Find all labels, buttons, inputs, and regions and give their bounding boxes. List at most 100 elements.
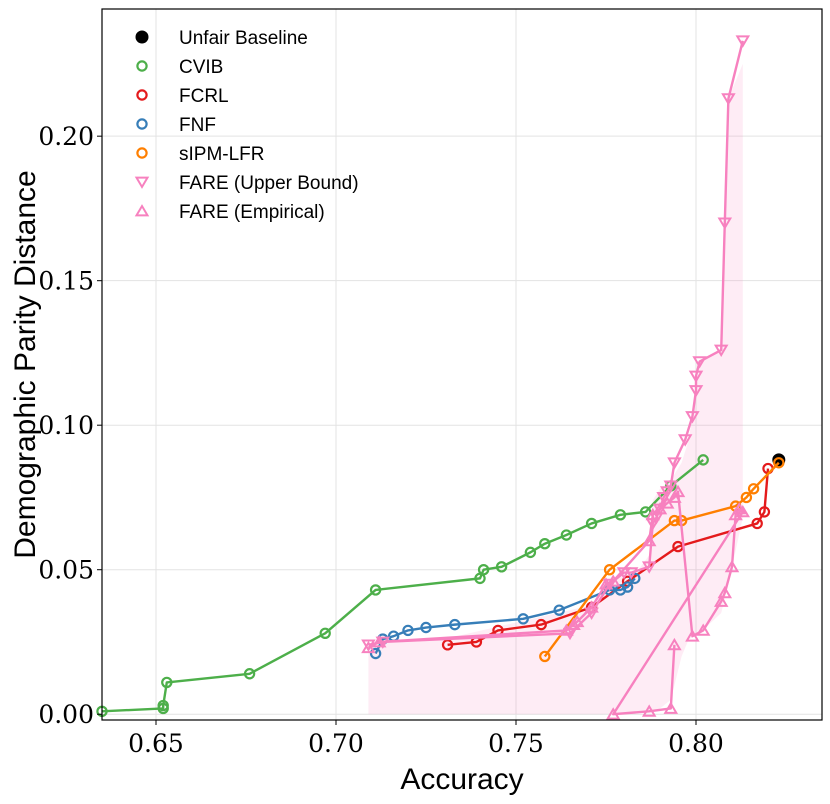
series-fare-empirical (361, 484, 751, 720)
x-tick-label: 0.75 (488, 729, 544, 758)
data-point-cvib (477, 564, 490, 576)
ticks: 0.65 0.70 0.75 0.80 0.00 0.05 0.10 0.15 0.20 (38, 122, 724, 758)
legend-item-unfair-baseline: Unfair Baseline (135, 28, 308, 49)
data-point-cvib (585, 517, 598, 530)
data-point-fare-empirical (667, 490, 682, 503)
data-point-fare-upper-bound (641, 561, 657, 574)
data-point-fare-empirical (685, 629, 700, 642)
data-point-cvib (243, 668, 256, 680)
data-point-fare-empirical (584, 600, 599, 613)
data-point-fcrl (758, 506, 771, 518)
data-point-fare-upper-bound (692, 356, 707, 369)
data-point-cvib (639, 506, 652, 518)
x-axis-label: Accuracy (400, 763, 523, 796)
data-point-fare-empirical (371, 635, 387, 648)
legend-item-sipm-lfr: sIPM-LFR (136, 144, 265, 165)
data-point-cvib (495, 561, 508, 573)
data-point-fare-empirical (652, 502, 668, 515)
legend-item-fare-empirical: FARE (Empirical) (134, 202, 325, 223)
grid (102, 9, 822, 720)
legend-label-fare-empirical: FARE (Empirical) (179, 202, 325, 223)
legend-marker-fare-upper-bound (134, 176, 150, 189)
series-cvib (96, 454, 709, 718)
data-point-fare-upper-bound (659, 486, 675, 499)
legend-item-fcrl: FCRL (136, 86, 229, 107)
series-line-sipm-lfr (543, 461, 780, 658)
data-point-fare-empirical (717, 585, 733, 599)
legend-label-unfair-baseline: Unfair Baseline (179, 28, 308, 49)
data-point-fare-upper-bound (677, 434, 693, 447)
data-point-fnf (420, 621, 432, 634)
data-point-cvib (369, 584, 382, 596)
x-tick-label: 0.80 (668, 729, 724, 758)
legend-label-sipm-lfr: sIPM-LFR (179, 144, 265, 165)
series-line-fnf (374, 577, 636, 655)
x-tick-label: 0.70 (308, 729, 364, 758)
data-point-fare-upper-bound (685, 411, 700, 424)
legend-marker-fnf (136, 118, 148, 130)
data-point-fare-empirical (559, 623, 574, 636)
data-point-fnf (369, 647, 382, 660)
legend-label-cvib: CVIB (179, 57, 223, 78)
data-point-sipm-lfr (747, 483, 760, 495)
data-point-fare-empirical (724, 559, 740, 573)
legend-item-fare-upper-bound: FARE (Upper Bound) (134, 173, 359, 194)
x-tick-label: 0.65 (128, 729, 184, 758)
legend-label-fare-upper-bound: FARE (Upper Bound) (179, 173, 359, 194)
data-point-fare-empirical (645, 507, 661, 521)
data-point-sipm-lfr (773, 457, 785, 469)
data-point-fare-upper-bound (688, 385, 704, 398)
data-point-fnf (402, 624, 414, 637)
data-point-fare-empirical (569, 614, 585, 628)
legend: Unfair Baseline CVIB FCRL FNF sIPM-LFR FARE (… (134, 28, 359, 223)
data-point-cvib (161, 676, 173, 689)
legend-label-fnf: FNF (179, 115, 216, 136)
data-point-fare-empirical (695, 623, 711, 636)
data-point-fare-upper-bound (623, 567, 639, 580)
data-point-fare-upper-bound (663, 480, 679, 493)
data-point-cvib (697, 454, 709, 466)
data-point-fare-empirical (641, 704, 657, 717)
data-point-cvib (539, 537, 551, 550)
data-point-fare-empirical (659, 496, 675, 509)
legend-item-cvib: CVIB (136, 57, 223, 78)
data-point-fnf (553, 604, 565, 616)
data-point-fcrl (441, 639, 454, 651)
data-point-fare-upper-bound (688, 370, 704, 383)
data-point-cvib (560, 529, 573, 541)
data-point-cvib (524, 546, 537, 559)
y-tick-label: 0.05 (38, 556, 94, 585)
plot-frame (101, 8, 823, 721)
legend-marker-fare-empirical (134, 204, 150, 217)
y-tick-label: 0.20 (38, 122, 94, 151)
legend-marker-cvib (136, 60, 148, 72)
legend-marker-sipm-lfr (136, 147, 148, 159)
y-tick-label: 0.00 (38, 700, 94, 729)
data-point-sipm-lfr (603, 564, 616, 576)
data-point-fare-upper-bound (721, 93, 736, 106)
legend-marker-unfair-baseline (135, 30, 149, 44)
data-point-fare-empirical (713, 594, 729, 607)
data-point-fare-empirical (605, 574, 621, 587)
data-point-fare-upper-bound (667, 457, 682, 470)
data-point-fcrl (535, 618, 547, 631)
data-point-cvib (614, 509, 627, 521)
legend-marker-fcrl (136, 89, 148, 101)
data-point-fcrl (751, 517, 763, 530)
data-point-fare-empirical (361, 640, 376, 654)
data-point-fare-upper-bound (656, 492, 671, 505)
data-point-fare-empirical (670, 484, 686, 498)
data-point-unfair-baseline (772, 453, 786, 467)
data-point-fare-upper-bound (717, 217, 733, 230)
data-point-fnf (449, 618, 461, 631)
data-point-fare-empirical (667, 637, 682, 651)
data-point-cvib (319, 627, 331, 639)
data-point-fare-empirical (641, 533, 657, 547)
fare-shaded-region (368, 40, 743, 715)
series-unfair-baseline (772, 453, 786, 467)
legend-item-fnf: FNF (136, 115, 216, 136)
data-point-sipm-lfr (668, 514, 681, 527)
data-point-fnf (629, 572, 641, 585)
y-tick-label: 0.10 (38, 411, 94, 440)
